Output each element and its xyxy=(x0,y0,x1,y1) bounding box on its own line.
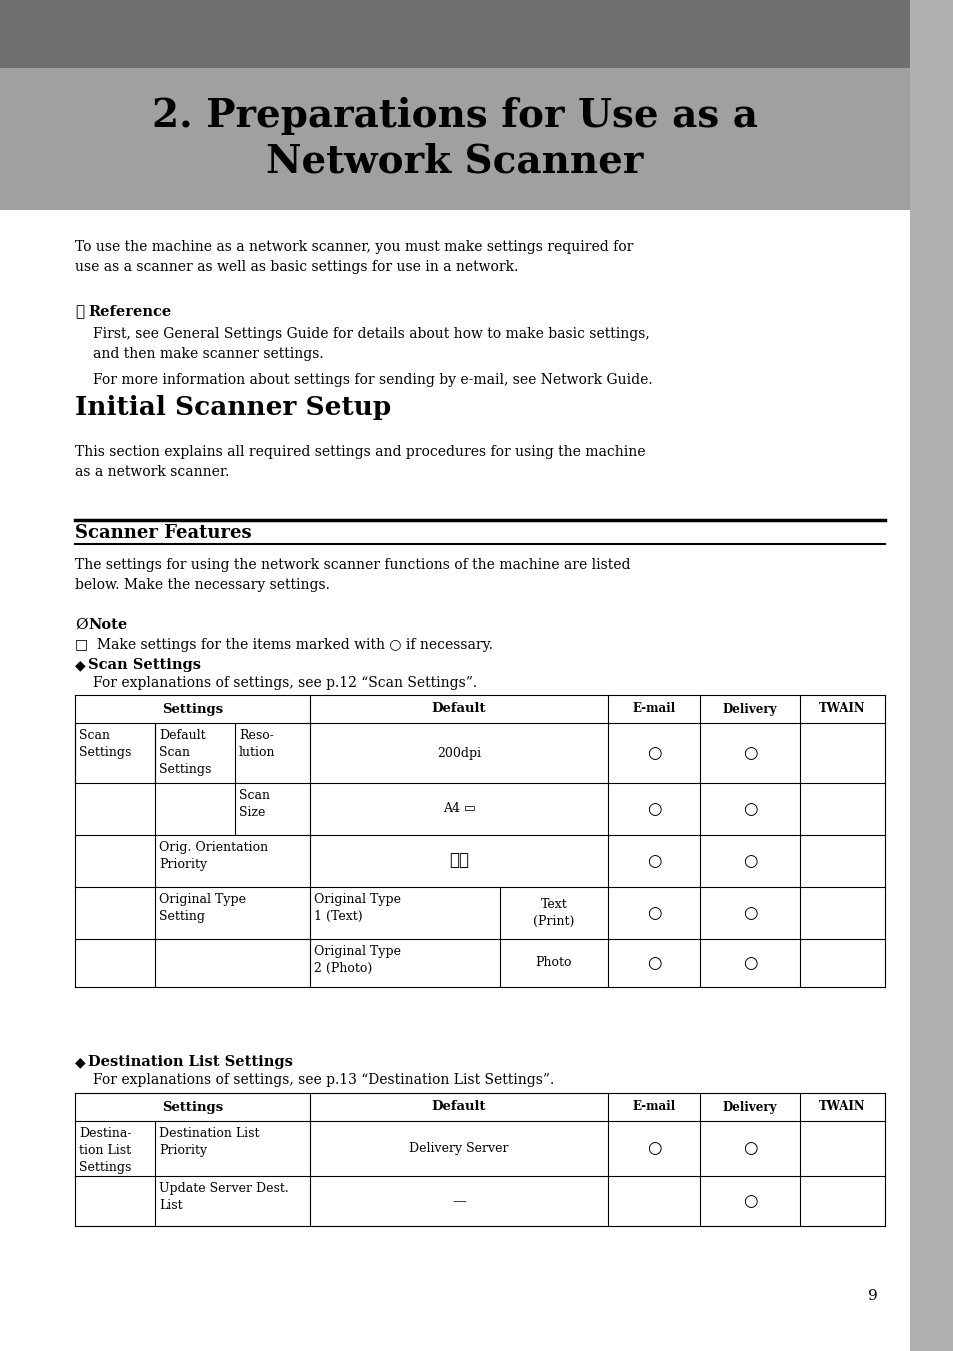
Text: □  Make settings for the items marked with ○ if necessary.: □ Make settings for the items marked wit… xyxy=(75,638,493,653)
Text: Initial Scanner Setup: Initial Scanner Setup xyxy=(75,394,391,420)
Text: For more information about settings for sending by e-mail, see Network Guide.: For more information about settings for … xyxy=(92,373,652,386)
Text: Original Type
1 (Text): Original Type 1 (Text) xyxy=(314,893,400,923)
Text: Photo: Photo xyxy=(536,957,572,970)
Text: Note: Note xyxy=(88,617,127,632)
Text: A4 ▭: A4 ▭ xyxy=(442,802,475,816)
Text: 200dpi: 200dpi xyxy=(436,747,480,759)
Text: For explanations of settings, see p.12 “Scan Settings”.: For explanations of settings, see p.12 “… xyxy=(92,676,476,690)
Text: ○: ○ xyxy=(742,1193,757,1209)
Text: This section explains all required settings and procedures for using the machine: This section explains all required setti… xyxy=(75,444,645,480)
Text: Scan
Size: Scan Size xyxy=(239,789,270,819)
Text: Scan Settings: Scan Settings xyxy=(88,658,201,671)
Text: The settings for using the network scanner functions of the machine are listed
b: The settings for using the network scann… xyxy=(75,558,630,592)
Text: Reso-
lution: Reso- lution xyxy=(239,730,275,759)
Text: Scanner Features: Scanner Features xyxy=(75,524,252,542)
Text: Scan
Settings: Scan Settings xyxy=(79,730,132,759)
Text: Delivery: Delivery xyxy=(722,1101,777,1113)
Text: ○: ○ xyxy=(646,955,660,971)
Text: Reference: Reference xyxy=(88,305,172,319)
Text: Destina-
tion List
Settings: Destina- tion List Settings xyxy=(79,1127,132,1174)
Text: Delivery Server: Delivery Server xyxy=(409,1142,508,1155)
Text: ○: ○ xyxy=(742,744,757,762)
Text: Destination List
Priority: Destination List Priority xyxy=(159,1127,259,1156)
Text: Destination List Settings: Destination List Settings xyxy=(88,1055,293,1069)
Text: ○: ○ xyxy=(646,801,660,817)
Text: ⎘⎘: ⎘⎘ xyxy=(449,852,469,870)
Text: ○: ○ xyxy=(742,1140,757,1156)
Text: E-mail: E-mail xyxy=(632,1101,675,1113)
Text: ○: ○ xyxy=(646,744,660,762)
Text: ○: ○ xyxy=(646,852,660,870)
Bar xyxy=(0,209,909,1351)
Text: Text
(Print): Text (Print) xyxy=(533,898,574,928)
Text: ◆: ◆ xyxy=(75,658,86,671)
Text: ○: ○ xyxy=(742,905,757,921)
Text: Ø: Ø xyxy=(75,617,88,632)
Text: Default
Scan
Settings: Default Scan Settings xyxy=(159,730,212,775)
Text: ○: ○ xyxy=(646,905,660,921)
Text: ○: ○ xyxy=(742,852,757,870)
Text: For explanations of settings, see p.13 “Destination List Settings”.: For explanations of settings, see p.13 “… xyxy=(92,1073,554,1088)
Text: Settings: Settings xyxy=(162,703,223,716)
Text: ○: ○ xyxy=(742,801,757,817)
Text: ○: ○ xyxy=(742,955,757,971)
Text: To use the machine as a network scanner, you must make settings required for
use: To use the machine as a network scanner,… xyxy=(75,240,633,274)
Text: Update Server Dest.
List: Update Server Dest. List xyxy=(159,1182,289,1212)
Text: ℓ: ℓ xyxy=(75,305,84,319)
Text: ◆: ◆ xyxy=(75,1055,86,1069)
Text: TWAIN: TWAIN xyxy=(819,1101,865,1113)
Text: Original Type
2 (Photo): Original Type 2 (Photo) xyxy=(314,944,400,975)
Text: ○: ○ xyxy=(646,1140,660,1156)
Text: Settings: Settings xyxy=(162,1101,223,1113)
Text: Orig. Orientation
Priority: Orig. Orientation Priority xyxy=(159,842,268,871)
Bar xyxy=(0,68,909,209)
Text: E-mail: E-mail xyxy=(632,703,675,716)
Text: —: — xyxy=(452,1194,465,1208)
Text: 2. Preparations for Use as a
Network Scanner: 2. Preparations for Use as a Network Sca… xyxy=(152,97,758,181)
Text: Default: Default xyxy=(432,703,486,716)
Text: TWAIN: TWAIN xyxy=(819,703,865,716)
Text: Default: Default xyxy=(432,1101,486,1113)
Bar xyxy=(0,0,909,68)
Text: Delivery: Delivery xyxy=(722,703,777,716)
Bar xyxy=(909,0,953,1351)
Text: First, see General Settings Guide for details about how to make basic settings,
: First, see General Settings Guide for de… xyxy=(92,327,649,361)
Text: 9: 9 xyxy=(867,1289,877,1302)
Text: Original Type
Setting: Original Type Setting xyxy=(159,893,246,923)
